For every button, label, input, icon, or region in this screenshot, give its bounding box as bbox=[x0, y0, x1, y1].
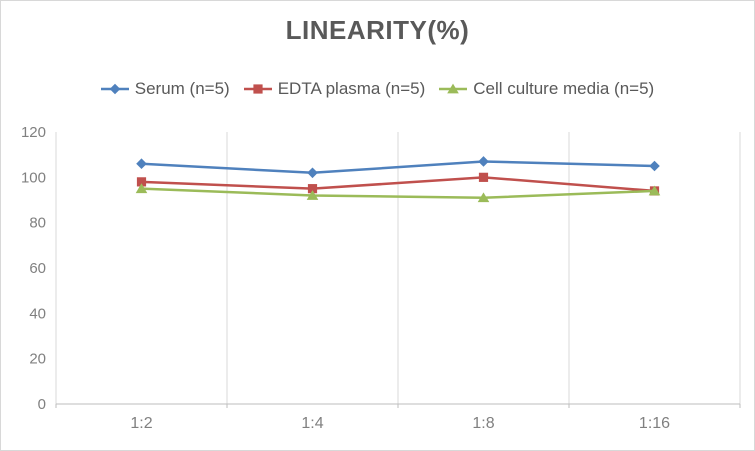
legend-item-edta-plasma: EDTA plasma (n=5) bbox=[243, 79, 426, 99]
legend: Serum (n=5) EDTA plasma (n=5) Cell cultu… bbox=[1, 79, 754, 99]
chart-title: LINEARITY(%) bbox=[285, 15, 470, 45]
legend-marker bbox=[447, 83, 460, 94]
y-axis-tick-label: 60 bbox=[29, 260, 46, 277]
data-point-1-1 bbox=[307, 184, 318, 194]
legend-item-cell-culture-media: Cell culture media (n=5) bbox=[439, 79, 654, 99]
legend-item-serum: Serum (n=5) bbox=[100, 79, 230, 99]
series-line-1 bbox=[141, 176, 655, 193]
data-point-0-0 bbox=[136, 158, 147, 170]
cell-culture-media-line-triangle-icon bbox=[439, 83, 468, 94]
y-axis-tick-label: 120 bbox=[21, 124, 46, 141]
data-point-2-2 bbox=[477, 192, 490, 203]
y-axis-tick-label: 100 bbox=[21, 169, 46, 186]
data-point-2-1 bbox=[306, 190, 319, 200]
y-axis-tick-label: 20 bbox=[29, 351, 46, 368]
data-point-1-0 bbox=[136, 177, 147, 187]
legend-label-cell-culture-media: Cell culture media (n=5) bbox=[473, 79, 655, 98]
x-axis-category-label: 1:2 bbox=[130, 415, 152, 432]
series-line-2 bbox=[141, 187, 655, 199]
y-axis-tick-label: 80 bbox=[29, 215, 46, 232]
edta-plasma-line-square-icon bbox=[243, 84, 272, 94]
legend-marker bbox=[253, 84, 263, 94]
y-axis-tick-label: 40 bbox=[29, 305, 46, 322]
x-axis-category-label: 1:8 bbox=[472, 415, 494, 432]
y-axis-tick-label: 0 bbox=[38, 396, 46, 413]
x-axis-category-label: 1:16 bbox=[639, 415, 670, 432]
data-point-0-3 bbox=[649, 160, 660, 172]
data-point-0-2 bbox=[478, 156, 489, 167]
series-line-0 bbox=[141, 160, 655, 175]
legend-label-serum: Serum (n=5) bbox=[134, 79, 230, 98]
data-point-1-2 bbox=[478, 172, 489, 182]
data-point-2-3 bbox=[648, 185, 661, 196]
legend-marker bbox=[109, 83, 121, 95]
x-axis-category-label: 1:4 bbox=[301, 415, 323, 432]
legend-label-edta-plasma: EDTA plasma (n=5) bbox=[277, 79, 426, 98]
data-point-0-1 bbox=[307, 167, 318, 179]
data-point-2-0 bbox=[135, 183, 148, 194]
serum-line-diamond-icon bbox=[100, 83, 129, 95]
